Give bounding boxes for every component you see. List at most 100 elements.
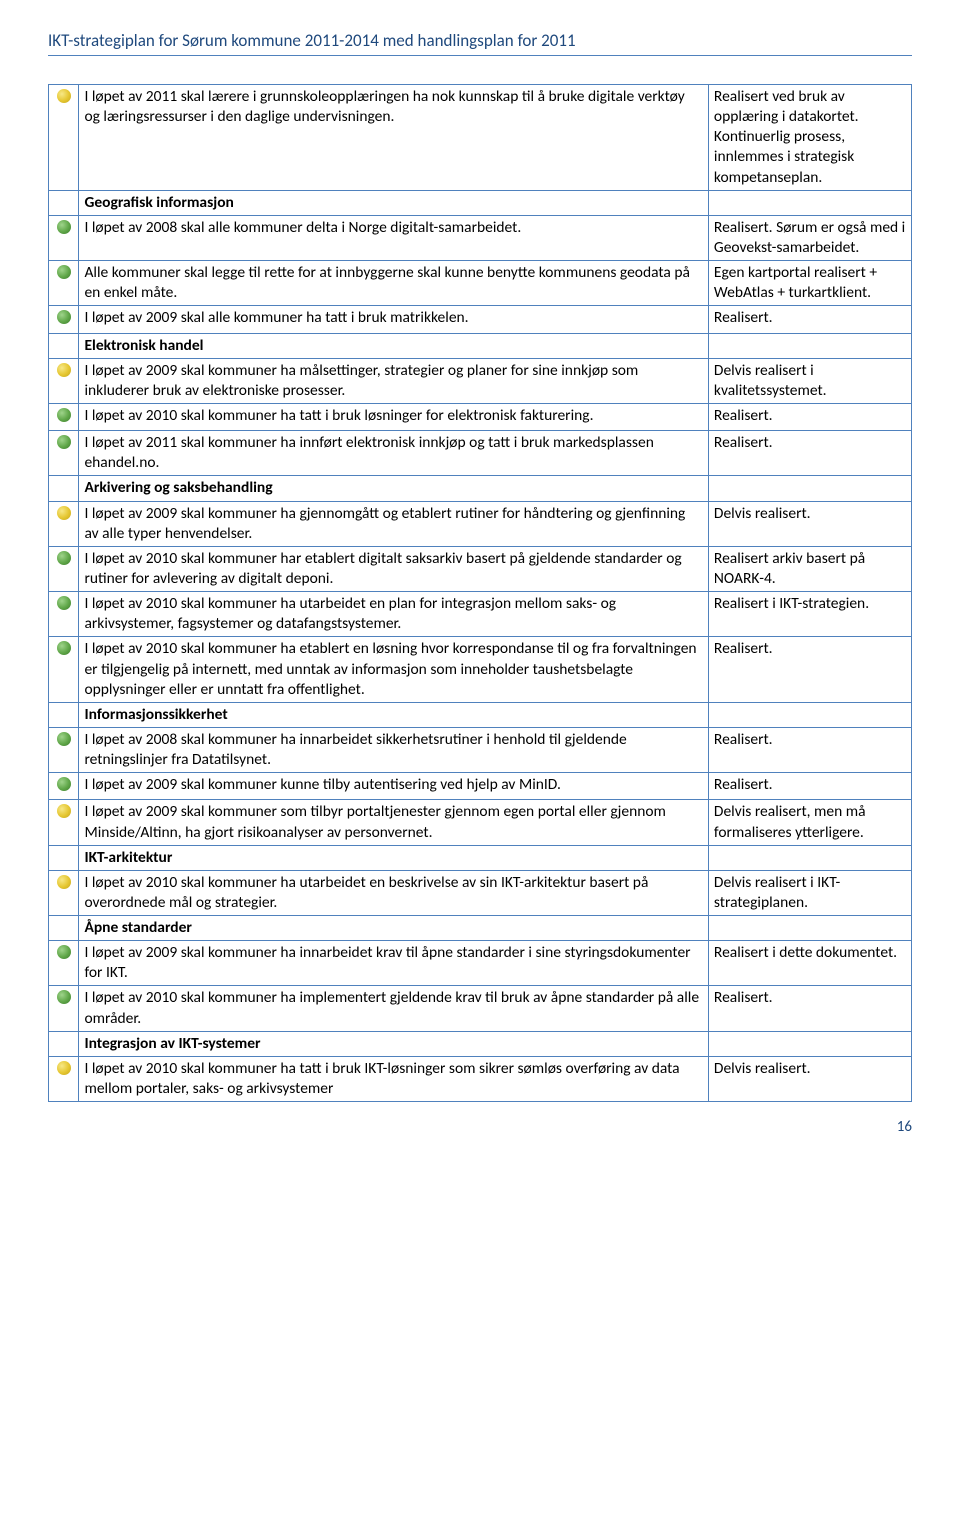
- status-cell: Delvis realisert.: [708, 1056, 911, 1101]
- table-row: I løpet av 2010 skal kommuner ha utarbei…: [49, 592, 912, 637]
- yellow-status-icon: [57, 506, 71, 520]
- description-cell: I løpet av 2010 skal kommuner ha impleme…: [79, 986, 708, 1031]
- bullet-cell: [49, 727, 79, 772]
- status-cell: Realisert.: [708, 403, 911, 430]
- bullet-cell: [49, 800, 79, 845]
- table-row: I løpet av 2009 skal kommuner ha innarbe…: [49, 941, 912, 986]
- description-cell: Informasjonssikkerhet: [79, 702, 708, 727]
- yellow-status-icon: [57, 363, 71, 377]
- yellow-status-icon: [57, 804, 71, 818]
- status-cell: Realisert.: [708, 306, 911, 333]
- table-row: I løpet av 2011 skal kommuner ha innført…: [49, 431, 912, 476]
- status-cell: [708, 190, 911, 215]
- description-cell: I løpet av 2011 skal lærere i grunnskole…: [79, 85, 708, 191]
- table-row: I løpet av 2010 skal kommuner ha tatt i …: [49, 403, 912, 430]
- status-table: I løpet av 2011 skal lærere i grunnskole…: [48, 84, 912, 1102]
- bullet-cell: [49, 261, 79, 306]
- page-number: 16: [48, 1118, 912, 1136]
- description-cell: I løpet av 2009 skal alle kommuner ha ta…: [79, 306, 708, 333]
- bullet-cell: [49, 1056, 79, 1101]
- description-cell: I løpet av 2009 skal kommuner kunne tilb…: [79, 773, 708, 800]
- table-row: I løpet av 2009 skal alle kommuner ha ta…: [49, 306, 912, 333]
- green-status-icon: [57, 732, 71, 746]
- bullet-cell: [49, 941, 79, 986]
- status-cell: Realisert.: [708, 773, 911, 800]
- status-cell: Delvis realisert.: [708, 501, 911, 546]
- green-status-icon: [57, 945, 71, 959]
- status-cell: [708, 333, 911, 358]
- description-cell: I løpet av 2010 skal kommuner ha utarbei…: [79, 870, 708, 915]
- table-row: I løpet av 2009 skal kommuner kunne tilb…: [49, 773, 912, 800]
- yellow-status-icon: [57, 89, 71, 103]
- bullet-cell: [49, 870, 79, 915]
- green-status-icon: [57, 641, 71, 655]
- description-cell: Arkivering og saksbehandling: [79, 476, 708, 501]
- table-row: I løpet av 2009 skal kommuner som tilbyr…: [49, 800, 912, 845]
- bullet-cell: [49, 501, 79, 546]
- description-cell: IKT-arkitektur: [79, 845, 708, 870]
- status-cell: [708, 476, 911, 501]
- status-cell: Delvis realisert i IKT-strategiplanen.: [708, 870, 911, 915]
- description-cell: I løpet av 2010 skal kommuner har etable…: [79, 546, 708, 591]
- green-status-icon: [57, 220, 71, 234]
- status-cell: [708, 845, 911, 870]
- bullet-cell: [49, 845, 79, 870]
- section-row: IKT-arkitektur: [49, 845, 912, 870]
- section-row: Informasjonssikkerhet: [49, 702, 912, 727]
- yellow-status-icon: [57, 875, 71, 889]
- status-cell: [708, 1031, 911, 1056]
- bullet-cell: [49, 637, 79, 702]
- bullet-cell: [49, 986, 79, 1031]
- bullet-cell: [49, 333, 79, 358]
- section-row: Åpne standarder: [49, 916, 912, 941]
- description-cell: I løpet av 2009 skal kommuner som tilbyr…: [79, 800, 708, 845]
- bullet-cell: [49, 85, 79, 191]
- yellow-status-icon: [57, 1061, 71, 1075]
- bullet-cell: [49, 358, 79, 403]
- description-cell: I løpet av 2010 skal kommuner ha tatt i …: [79, 1056, 708, 1101]
- bullet-cell: [49, 190, 79, 215]
- table-row: I løpet av 2010 skal kommuner ha etabler…: [49, 637, 912, 702]
- bullet-cell: [49, 431, 79, 476]
- description-cell: Elektronisk handel: [79, 333, 708, 358]
- bullet-cell: [49, 702, 79, 727]
- status-cell: Realisert ved bruk av opplæring i datako…: [708, 85, 911, 191]
- bullet-cell: [49, 592, 79, 637]
- description-cell: I løpet av 2010 skal kommuner ha tatt i …: [79, 403, 708, 430]
- table-row: I løpet av 2008 skal alle kommuner delta…: [49, 215, 912, 260]
- green-status-icon: [57, 310, 71, 324]
- table-row: I løpet av 2011 skal lærere i grunnskole…: [49, 85, 912, 191]
- table-row: I løpet av 2009 skal kommuner ha målsett…: [49, 358, 912, 403]
- description-cell: Integrasjon av IKT-systemer: [79, 1031, 708, 1056]
- green-status-icon: [57, 265, 71, 279]
- description-cell: I løpet av 2008 skal kommuner ha innarbe…: [79, 727, 708, 772]
- description-cell: I løpet av 2011 skal kommuner ha innført…: [79, 431, 708, 476]
- description-cell: I løpet av 2008 skal alle kommuner delta…: [79, 215, 708, 260]
- status-cell: [708, 702, 911, 727]
- description-cell: Geografisk informasjon: [79, 190, 708, 215]
- status-cell: Realisert i dette dokumentet.: [708, 941, 911, 986]
- green-status-icon: [57, 408, 71, 422]
- section-row: Arkivering og saksbehandling: [49, 476, 912, 501]
- bullet-cell: [49, 1031, 79, 1056]
- bullet-cell: [49, 546, 79, 591]
- section-row: Elektronisk handel: [49, 333, 912, 358]
- green-status-icon: [57, 551, 71, 565]
- bullet-cell: [49, 773, 79, 800]
- status-cell: Realisert.: [708, 727, 911, 772]
- description-cell: I løpet av 2009 skal kommuner ha målsett…: [79, 358, 708, 403]
- section-row: Integrasjon av IKT-systemer: [49, 1031, 912, 1056]
- bullet-cell: [49, 916, 79, 941]
- status-cell: Realisert.: [708, 431, 911, 476]
- description-cell: Alle kommuner skal legge til rette for a…: [79, 261, 708, 306]
- bullet-cell: [49, 476, 79, 501]
- green-status-icon: [57, 990, 71, 1004]
- status-cell: Realisert.: [708, 986, 911, 1031]
- status-cell: [708, 916, 911, 941]
- status-cell: Egen kartportal realisert + WebAtlas + t…: [708, 261, 911, 306]
- status-cell: Realisert.: [708, 637, 911, 702]
- status-cell: Realisert i IKT-strategien.: [708, 592, 911, 637]
- status-cell: Delvis realisert, men må formaliseres yt…: [708, 800, 911, 845]
- table-row: I løpet av 2010 skal kommuner ha tatt i …: [49, 1056, 912, 1101]
- green-status-icon: [57, 435, 71, 449]
